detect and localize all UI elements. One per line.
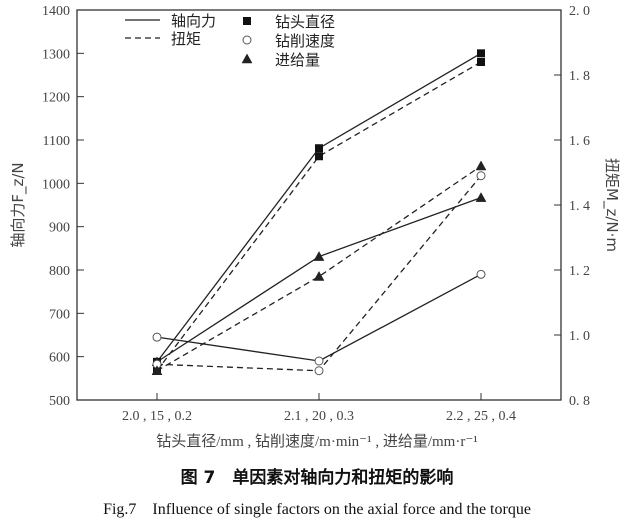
- right-tick-label: 0. 8: [569, 394, 590, 409]
- left-tick-label: 800: [49, 264, 70, 279]
- data-point-4: [476, 171, 486, 181]
- legend-marker-label: 钻削速度: [275, 32, 335, 50]
- x-tick-label: 2.0 , 15 , 0.2: [122, 409, 192, 424]
- x-tick-label: 2.2 , 25 , 0.4: [446, 409, 516, 424]
- legend-marker: [242, 35, 252, 45]
- left-tick-label: 1000: [42, 177, 70, 192]
- data-point-5: [151, 365, 163, 375]
- legend-marker-label: 钻头直径: [275, 13, 335, 31]
- legend-marker: [243, 17, 251, 25]
- data-point-3: [315, 152, 323, 161]
- left-tick-label: 600: [49, 351, 70, 366]
- left-tick-label: 1100: [43, 134, 70, 149]
- data-point-0: [315, 144, 323, 153]
- left-tick-label: 1300: [42, 47, 70, 62]
- y-axis-label-left: 轴向力F_z/N: [9, 162, 27, 248]
- right-tick-label: 2. 0: [569, 4, 590, 19]
- left-tick-label: 1400: [42, 4, 70, 19]
- data-point-4: [314, 366, 324, 376]
- right-tick-label: 1. 2: [569, 264, 590, 279]
- series-line-5: [156, 165, 482, 372]
- left-tick-label: 900: [49, 221, 70, 236]
- left-tick-label: 500: [49, 394, 70, 409]
- right-tick-label: 1. 0: [569, 329, 590, 344]
- data-point-0: [477, 49, 485, 58]
- data-point-5: [313, 270, 325, 281]
- right-tick-label: 1. 4: [569, 199, 590, 214]
- right-tick-label: 1. 6: [569, 134, 590, 149]
- left-tick-label: 700: [49, 307, 70, 322]
- legend-line-label: 轴向力: [171, 12, 216, 30]
- legend-marker: [241, 53, 253, 64]
- legend-marker-label: 进给量: [275, 51, 320, 69]
- series-line-1: [156, 273, 482, 362]
- left-tick-label: 1200: [42, 91, 70, 106]
- data-point-5: [475, 160, 487, 171]
- data-point-1: [314, 356, 324, 366]
- x-tick-label: 2.1 , 20 , 0.3: [284, 409, 354, 424]
- x-axis-label: 钻头直径/mm , 钻削速度/m·min⁻¹ , 进给量/mm·r⁻¹: [156, 434, 478, 450]
- data-point-1: [152, 332, 162, 342]
- data-point-2: [313, 251, 325, 261]
- legend-line-label: 扭矩: [171, 30, 201, 48]
- caption-chinese: 图 7 单因素对轴向力和扭矩的影响: [180, 468, 454, 488]
- right-tick-label: 1. 8: [569, 69, 590, 84]
- series-line-3: [156, 61, 482, 372]
- caption-english: Fig.7 Influence of single factors on the…: [103, 501, 531, 518]
- data-point-3: [477, 58, 485, 66]
- data-point-1: [476, 269, 486, 279]
- series-line-0: [156, 52, 482, 363]
- y-axis-label-right: 扭矩M_z/N·m: [603, 158, 621, 252]
- data-point-2: [475, 192, 487, 202]
